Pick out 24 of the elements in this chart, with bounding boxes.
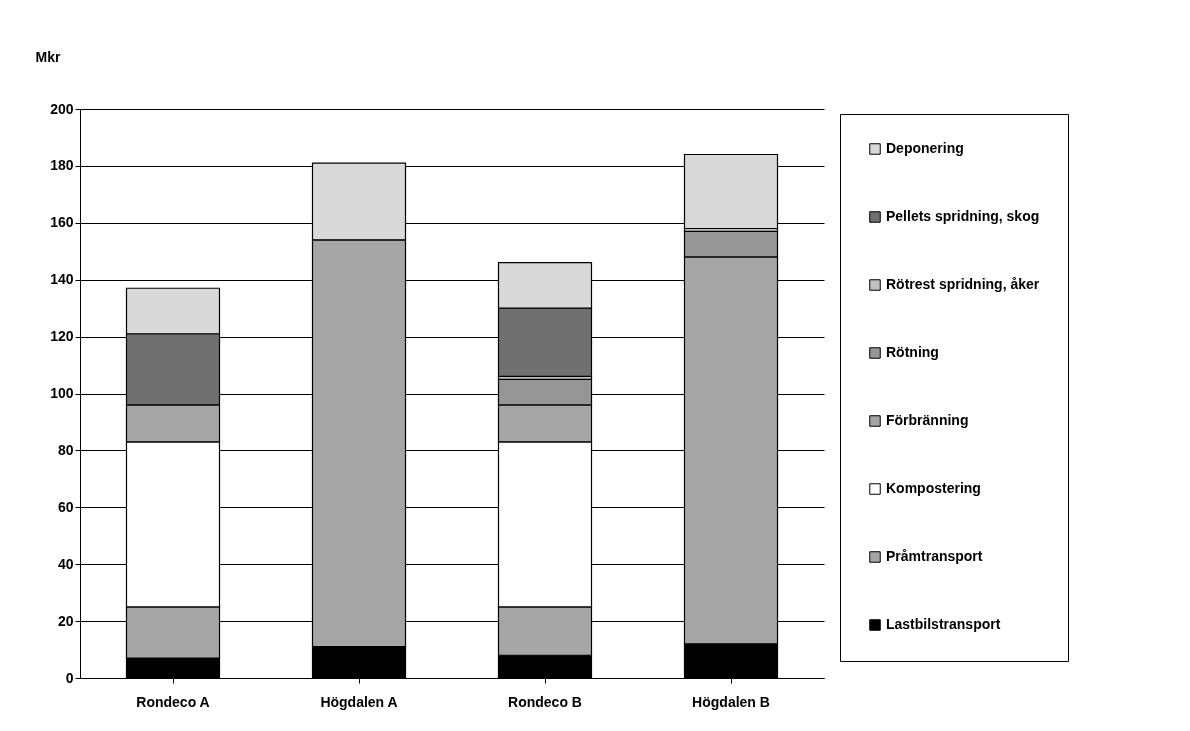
y-tick-label: 80 (57, 441, 74, 458)
y-tick-label: 60 (57, 498, 74, 515)
y-tick-label: 180 (50, 157, 74, 174)
legend-label: Förbränning (886, 412, 969, 428)
x-tick-label: Rondeco A (136, 693, 210, 710)
y-axis-title: Mkr (35, 48, 61, 65)
legend-label: Pellets spridning, skog (886, 208, 1040, 224)
y-tick-label: 200 (50, 100, 74, 117)
legend-label: Lastbilstransport (886, 616, 1001, 632)
legend-label: Rötning (886, 344, 939, 360)
legend-label: Rötrest spridning, åker (886, 276, 1040, 292)
y-tick-label: 20 (57, 612, 74, 629)
y-tick-label: 100 (50, 385, 74, 401)
y-tick-label: 160 (50, 214, 74, 231)
legend-label: Kompostering (886, 480, 981, 496)
legend-label: Deponering (886, 140, 964, 156)
y-tick-label: 40 (57, 555, 74, 572)
x-tick-label: Högdalen B (692, 693, 770, 710)
x-tick-label: Högdalen A (320, 693, 398, 710)
y-tick-label: 120 (50, 328, 74, 345)
y-tick-label: 140 (50, 271, 74, 288)
legend-label: Pråmtransport (886, 548, 983, 564)
x-tick-label: Rondeco B (508, 693, 582, 710)
y-tick-label: 0 (65, 669, 74, 686)
